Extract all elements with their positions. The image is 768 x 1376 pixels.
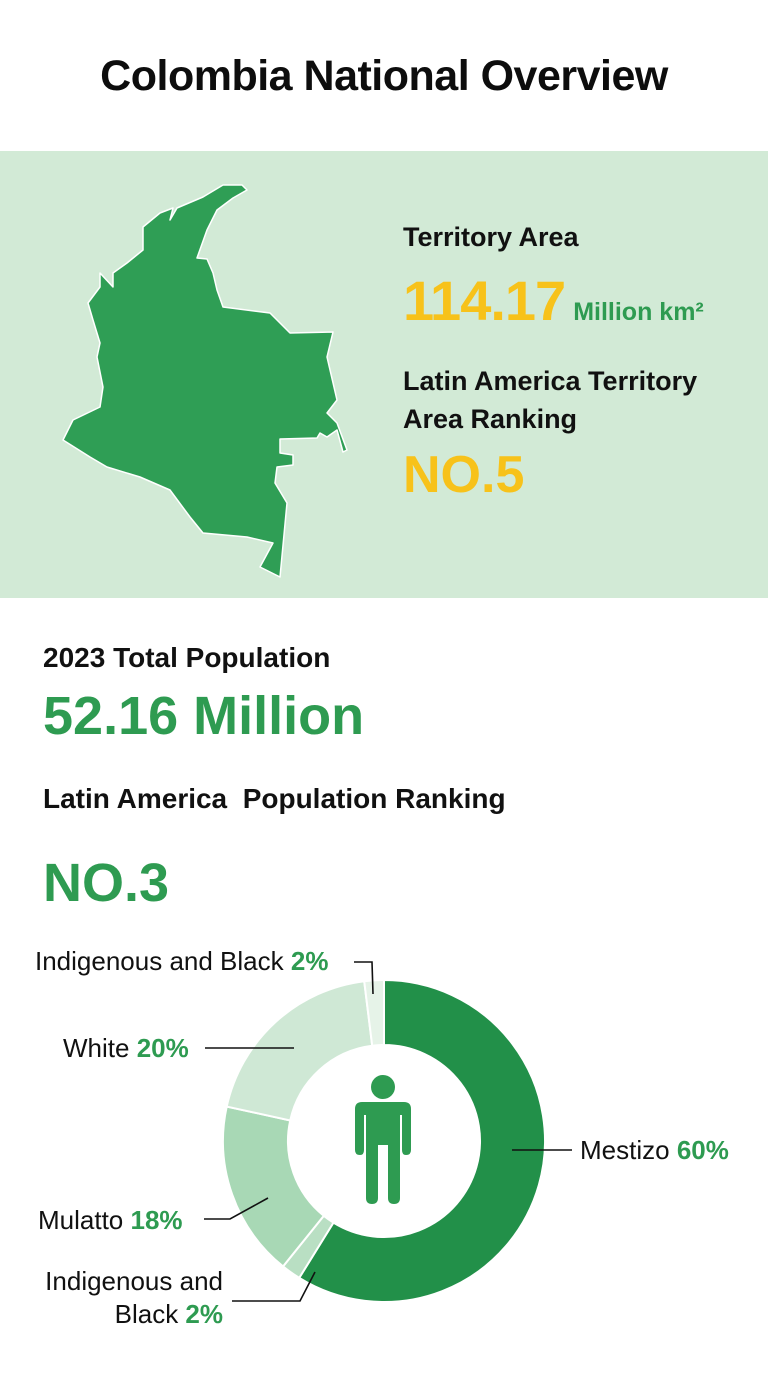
population-ranking-value: NO.3 (43, 853, 170, 913)
legend-pct: 20% (136, 1033, 189, 1063)
legend-pct: 18% (130, 1205, 183, 1235)
population-value: 52.16 Million (43, 686, 365, 746)
donut-slice-white (225, 980, 374, 1122)
legend-name: Mulatto (38, 1205, 124, 1235)
legend-name: Mestizo (580, 1135, 670, 1165)
person-icon (355, 1075, 411, 1204)
legend-indigenous-black-top: Indigenous and Black 2% (35, 946, 328, 977)
leader-lines (204, 961, 572, 1302)
population-label: 2023 Total Population (43, 642, 331, 673)
page-title: Colombia National Overview (100, 52, 668, 100)
population-ranking-label: Latin America Population Ranking (43, 783, 506, 814)
territory-ranking-label: Latin America Territory Area Ranking (403, 366, 698, 434)
territory-area-value: 114.17 Million km² (403, 268, 704, 333)
legend-pct: 2% (185, 1299, 223, 1329)
legend-name: Indigenous and Black (35, 946, 284, 976)
donut-slices (222, 978, 546, 1303)
legend-mestizo: Mestizo 60% (580, 1135, 729, 1166)
legend-white: White 20% (63, 1033, 189, 1064)
colombia-map (62, 184, 348, 578)
legend-indigenous-black-bottom: Indigenous and Black 2% (35, 1265, 223, 1331)
territory-area-label: Territory Area (403, 222, 579, 252)
donut-slice-indigenous-and-black (363, 978, 385, 1047)
territory-ranking-value: NO.5 (403, 446, 525, 504)
donut-slice-mestizo (297, 978, 546, 1303)
area-unit: Million km² (573, 298, 704, 326)
legend-name: White (63, 1033, 130, 1063)
legend-mulatto: Mulatto 18% (38, 1205, 183, 1236)
legend-pct: 2% (290, 946, 329, 976)
area-number: 114.17 (403, 269, 566, 332)
legend-pct: 60% (676, 1135, 729, 1165)
legend-name: Indigenous and Black (45, 1266, 223, 1329)
